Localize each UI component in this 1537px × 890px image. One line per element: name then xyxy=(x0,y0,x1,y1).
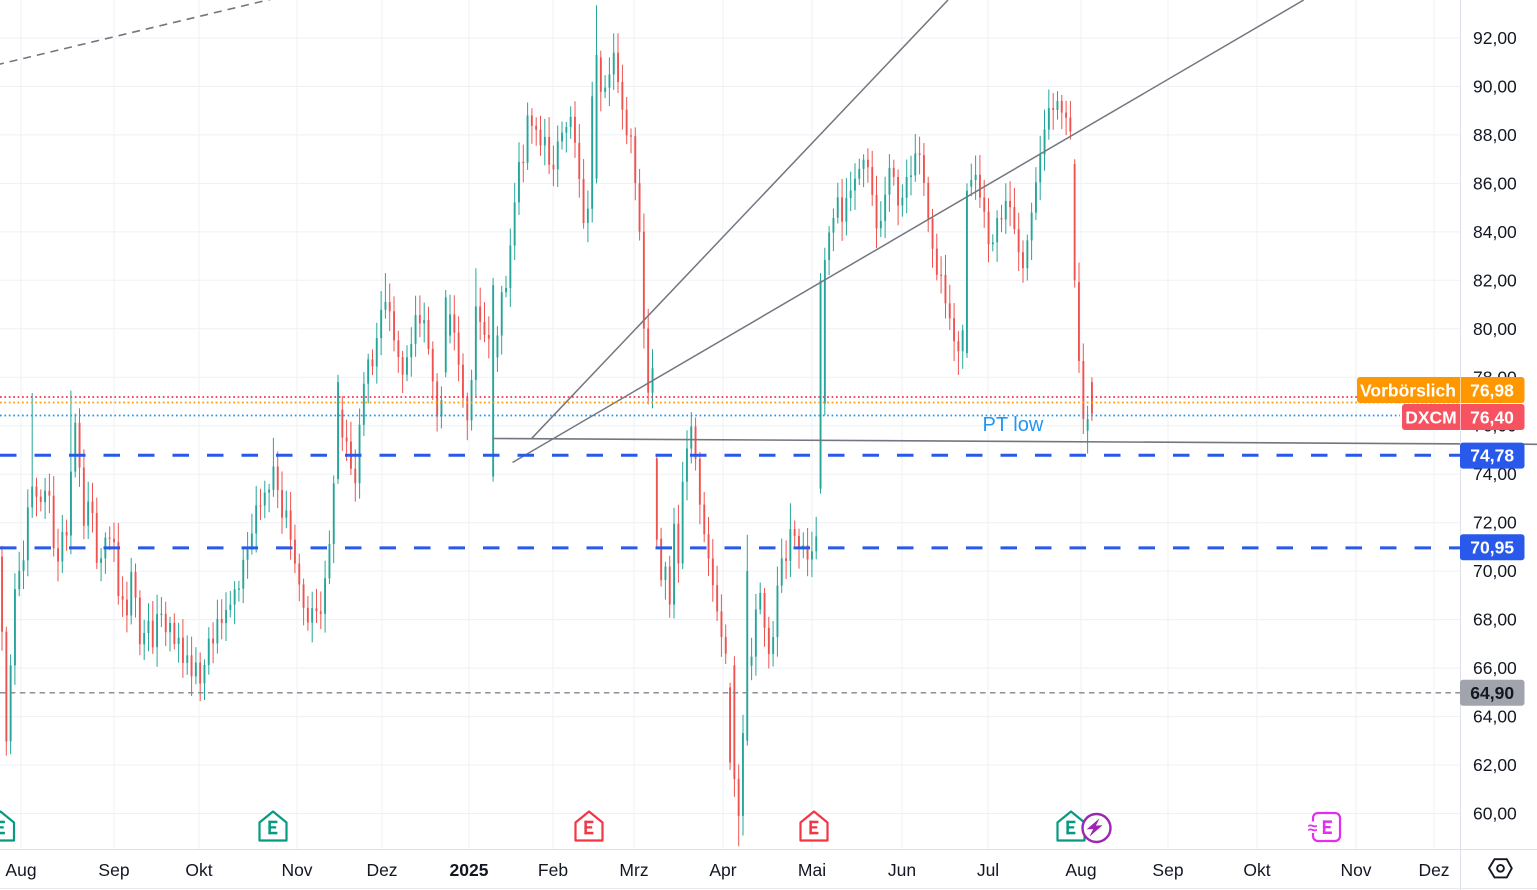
svg-text:64,00: 64,00 xyxy=(1473,707,1517,727)
svg-text:Jul: Jul xyxy=(977,860,999,880)
svg-text:2025: 2025 xyxy=(450,860,489,880)
svg-text:Sep: Sep xyxy=(1152,860,1183,880)
svg-text:72,00: 72,00 xyxy=(1473,513,1517,533)
svg-text:Sep: Sep xyxy=(98,860,129,880)
svg-text:80,00: 80,00 xyxy=(1473,319,1517,339)
svg-text:74,78: 74,78 xyxy=(1470,446,1514,466)
svg-text:88,00: 88,00 xyxy=(1473,125,1517,145)
svg-text:Dez: Dez xyxy=(1418,860,1449,880)
svg-text:60,00: 60,00 xyxy=(1473,804,1517,824)
svg-text:74,00: 74,00 xyxy=(1473,464,1517,484)
svg-text:Okt: Okt xyxy=(185,860,212,880)
svg-text:Vorbörslich: Vorbörslich xyxy=(1360,381,1456,401)
svg-text:PT low: PT low xyxy=(983,414,1044,436)
svg-text:70,00: 70,00 xyxy=(1473,561,1517,581)
svg-text:62,00: 62,00 xyxy=(1473,755,1517,775)
svg-text:Dez: Dez xyxy=(366,860,397,880)
svg-text:92,00: 92,00 xyxy=(1473,28,1517,48)
svg-text:66,00: 66,00 xyxy=(1473,658,1517,678)
svg-text:76,98: 76,98 xyxy=(1470,381,1514,401)
svg-text:82,00: 82,00 xyxy=(1473,270,1517,290)
svg-text:Okt: Okt xyxy=(1243,860,1270,880)
svg-text:90,00: 90,00 xyxy=(1473,77,1517,97)
svg-text:Mrz: Mrz xyxy=(619,860,648,880)
svg-text:76,40: 76,40 xyxy=(1470,408,1514,428)
svg-text:70,95: 70,95 xyxy=(1470,537,1514,557)
svg-text:86,00: 86,00 xyxy=(1473,173,1517,193)
svg-text:84,00: 84,00 xyxy=(1473,222,1517,242)
svg-text:68,00: 68,00 xyxy=(1473,610,1517,630)
svg-text:≈: ≈ xyxy=(1308,819,1317,838)
svg-text:Nov: Nov xyxy=(1340,860,1371,880)
svg-text:Apr: Apr xyxy=(709,860,736,880)
svg-text:Aug: Aug xyxy=(1065,860,1096,880)
svg-text:Mai: Mai xyxy=(798,860,826,880)
svg-text:64,90: 64,90 xyxy=(1470,683,1514,703)
svg-text:Nov: Nov xyxy=(281,860,312,880)
svg-text:DXCM: DXCM xyxy=(1405,408,1457,428)
svg-text:Feb: Feb xyxy=(538,860,568,880)
svg-text:Jun: Jun xyxy=(888,860,916,880)
svg-text:Aug: Aug xyxy=(5,860,36,880)
